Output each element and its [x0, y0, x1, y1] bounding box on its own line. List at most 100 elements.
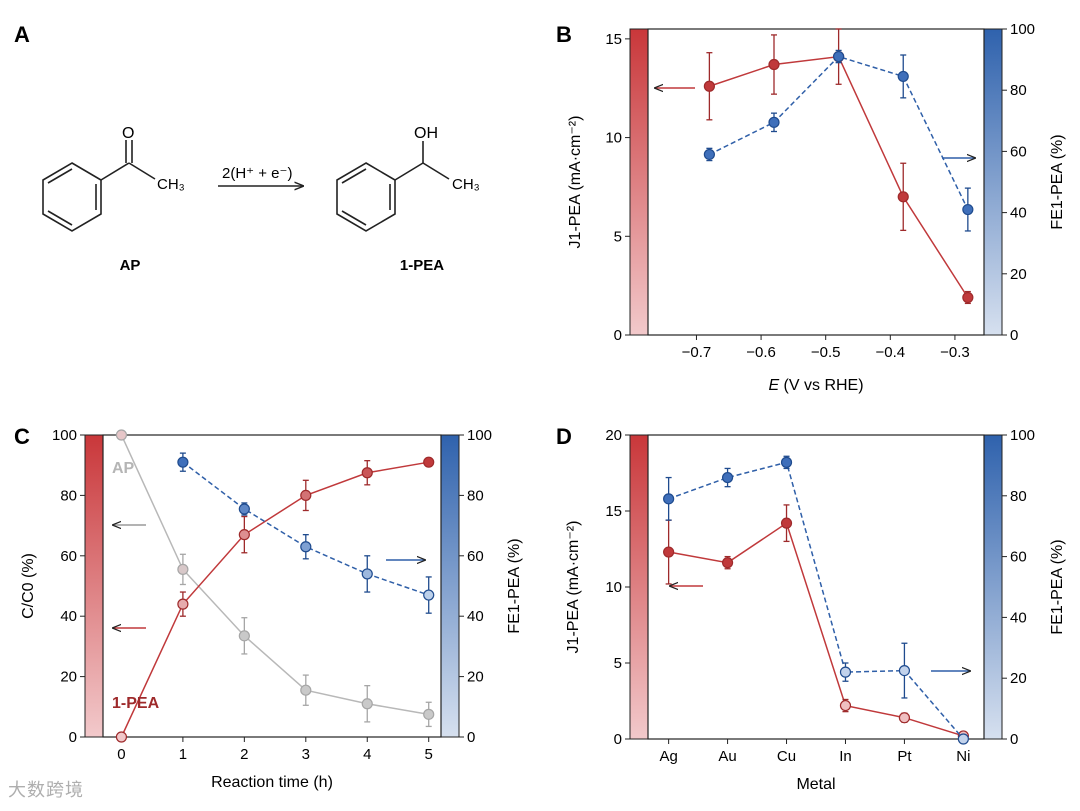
- y-tick-label-right: 20: [1010, 670, 1027, 687]
- x-tick-label: Cu: [777, 748, 796, 765]
- ap-ring-carbon-bond: [100, 162, 130, 181]
- y-tick-label-right: 0: [1010, 731, 1018, 748]
- product-name: 1-PEA: [400, 257, 444, 274]
- x-tick-label: −0.5: [811, 344, 841, 361]
- data-point-red: [115, 731, 128, 743]
- data-point-blue: [423, 589, 435, 601]
- data-point-red: [663, 546, 675, 558]
- chart-panel-d: 0 5 10 15 20 0 20 40 60 80 100 Ag Au Cu In Pt Ni Metal J1-…: [565, 427, 1066, 793]
- x-tick-label: −0.7: [682, 344, 712, 361]
- data-point-blue: [177, 456, 189, 468]
- pea-ring-carbon-bond: [394, 162, 424, 181]
- y-axis-title-left: J1-PEA (mA·cm⁻²): [567, 116, 584, 249]
- data-point-red: [703, 80, 715, 92]
- x-tick-label: Ni: [956, 748, 970, 765]
- y-tick-label-right: 60: [1010, 143, 1027, 160]
- y-tick-label-right: 40: [467, 608, 484, 625]
- data-point-red: [962, 291, 974, 304]
- data-point-blue: [957, 733, 969, 745]
- watermark-text: 大数跨境: [8, 780, 84, 801]
- y-tick-label-right: 0: [467, 729, 475, 746]
- y-tick-label-left: 5: [614, 655, 622, 672]
- y-tick-label-left: 15: [605, 31, 622, 48]
- y-tick-label-left: 40: [60, 608, 77, 625]
- data-point-blue: [300, 541, 312, 553]
- series-line-gray: [120, 434, 429, 716]
- data-point-blue: [721, 471, 734, 484]
- data-point-blue: [839, 666, 852, 678]
- data-point-red: [300, 489, 312, 501]
- plot-frame: [647, 28, 985, 336]
- y-axis-title-right: FE1-PEA (%): [506, 538, 523, 633]
- ap-oxygen-label: O: [122, 125, 134, 142]
- right-color-bar: [983, 434, 1003, 740]
- data-point-blue: [780, 456, 793, 468]
- y-tick-label-right: 80: [467, 487, 484, 504]
- y-tick-label-right: 0: [1010, 327, 1018, 344]
- x-tick-label: −0.4: [875, 344, 905, 361]
- left-color-bar: [629, 434, 649, 740]
- x-tick-label: Ag: [659, 748, 677, 765]
- x-axis-title: E (V vs RHE): [768, 377, 863, 394]
- data-point-gray: [300, 684, 312, 696]
- data-point-red: [898, 712, 911, 724]
- y-tick-label-right: 100: [467, 427, 492, 444]
- data-point-gray: [177, 563, 189, 575]
- series-line-blue: [668, 461, 964, 740]
- ap-benzene-ring: [42, 162, 102, 232]
- series-line-red: [709, 55, 969, 298]
- data-point-blue: [962, 203, 974, 216]
- y-tick-label-left: 80: [60, 487, 77, 504]
- x-tick-label: Pt: [897, 748, 912, 765]
- y-tick-label-left: 0: [69, 729, 77, 746]
- data-point-gray: [361, 698, 373, 710]
- data-point-red: [361, 467, 373, 479]
- data-point-blue: [897, 70, 909, 83]
- y-tick-label-left: 10: [605, 130, 622, 147]
- x-tick-label: 1: [179, 746, 187, 763]
- y-tick-label-right: 60: [467, 548, 484, 565]
- y-tick-label-right: 40: [1010, 609, 1027, 626]
- y-tick-label-left: 60: [60, 548, 77, 565]
- data-point-red: [238, 529, 250, 541]
- reagent-label: 2(H⁺ + e⁻): [222, 165, 292, 182]
- data-point-blue: [703, 148, 715, 161]
- right-color-bar: [440, 434, 460, 738]
- y-axis-title-left: J1-PEA (mA·cm⁻²): [565, 521, 582, 654]
- panel-label-c: C: [14, 424, 30, 449]
- data-point-gray: [423, 708, 435, 720]
- y-tick-label-left: 0: [614, 731, 622, 748]
- reaction-scheme: [42, 140, 450, 232]
- data-point-red: [897, 191, 909, 203]
- y-axis-title-right: FE1-PEA (%): [1049, 539, 1066, 634]
- y-tick-label-left: 0: [614, 327, 622, 344]
- y-axis-title-left: C/C0 (%): [20, 553, 37, 619]
- y-tick-label-left: 20: [605, 427, 622, 444]
- data-point-blue: [238, 503, 250, 515]
- data-point-blue: [361, 568, 373, 580]
- data-point-red: [177, 598, 189, 610]
- data-point-red: [768, 58, 780, 71]
- x-tick-label: 2: [240, 746, 248, 763]
- left-color-bar: [84, 434, 104, 738]
- pea-ring-double-bond: [341, 168, 367, 184]
- ap-ring-double-bond: [47, 168, 73, 184]
- data-point-red: [423, 456, 435, 468]
- y-tick-label-left: 10: [605, 579, 622, 596]
- y-tick-label-right: 100: [1010, 21, 1035, 38]
- data-point-blue: [768, 116, 780, 128]
- x-axis-title: Metal: [796, 776, 835, 793]
- plot-frame: [102, 434, 442, 738]
- y-tick-label-right: 80: [1010, 488, 1027, 505]
- y-tick-label-right: 20: [467, 669, 484, 686]
- pea-hydroxy-label: OH: [414, 125, 438, 142]
- y-tick-label-left: 20: [60, 669, 77, 686]
- pea-benzene-ring: [336, 162, 396, 232]
- y-tick-label-right: 60: [1010, 549, 1027, 566]
- data-point-blue: [833, 50, 845, 63]
- x-tick-label: 0: [117, 746, 125, 763]
- data-point-red: [780, 517, 793, 529]
- chart-panel-b: 0 5 10 15 0 20 40 60 80 100 −0.7 −0.6 −0.5 −0.4 −0.3 E …: [567, 21, 1066, 394]
- x-tick-label: 3: [302, 746, 310, 763]
